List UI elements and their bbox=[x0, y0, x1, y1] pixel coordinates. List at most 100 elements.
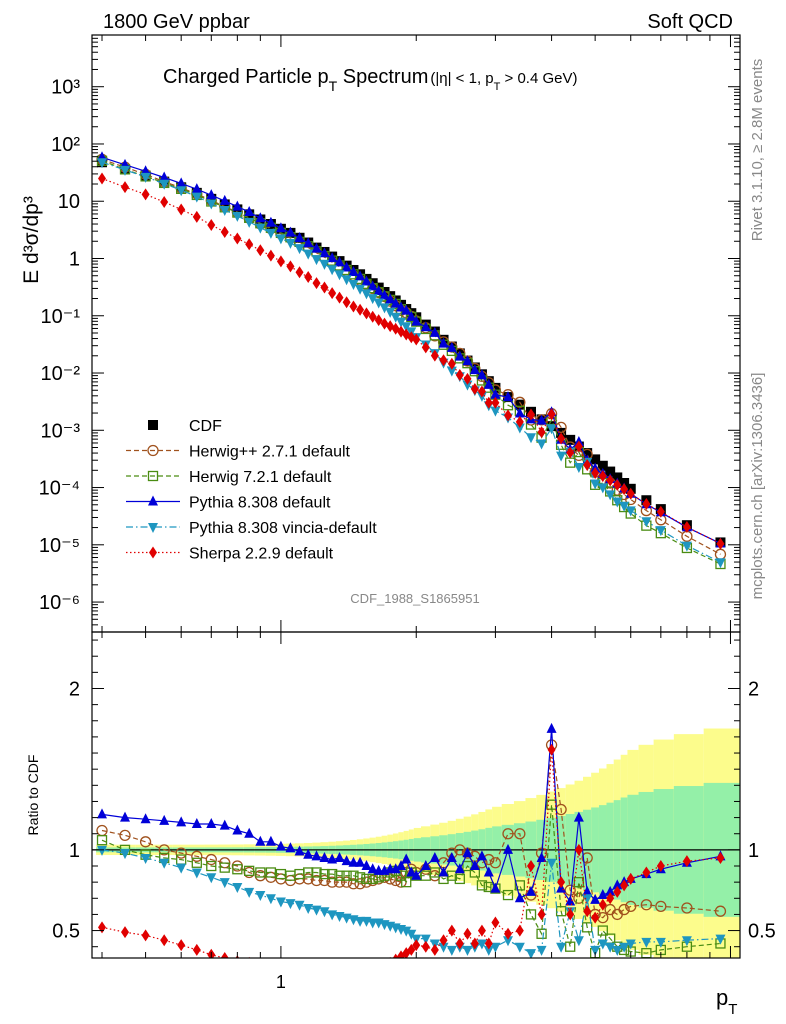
data-point bbox=[232, 200, 243, 211]
data-point bbox=[244, 205, 255, 216]
ratio-point bbox=[275, 840, 286, 851]
x-axis-label: pT bbox=[716, 985, 737, 1018]
ratio-point bbox=[564, 884, 576, 896]
lower-y-axis-label: Ratio to CDF bbox=[25, 755, 41, 836]
ratio-point bbox=[286, 963, 294, 975]
ratio-point bbox=[613, 885, 622, 898]
ratio-point bbox=[462, 945, 473, 956]
ratio-point bbox=[318, 874, 331, 887]
data-point bbox=[160, 196, 169, 209]
ratio-point bbox=[232, 864, 243, 875]
ratio-point bbox=[573, 811, 584, 822]
data-point bbox=[379, 289, 390, 300]
data-point bbox=[320, 281, 329, 294]
legend-marker bbox=[148, 495, 158, 506]
legend-entry: Herwig++ 2.7.1 default bbox=[126, 444, 351, 461]
ratio-point bbox=[681, 936, 692, 947]
y-tick-label: 1 bbox=[69, 248, 80, 270]
ratio-point bbox=[205, 853, 217, 866]
ratio-point bbox=[390, 863, 401, 874]
ratio-point bbox=[411, 869, 422, 880]
data-point bbox=[285, 226, 296, 237]
ratio-point bbox=[619, 942, 630, 953]
ratio-point bbox=[547, 743, 556, 756]
data-point bbox=[527, 408, 536, 421]
ratio-point bbox=[502, 889, 514, 901]
data-point bbox=[348, 279, 359, 290]
ratio-point bbox=[303, 848, 314, 859]
ratio-point bbox=[319, 851, 330, 862]
ratio-point bbox=[369, 963, 377, 975]
ratio-point bbox=[515, 924, 524, 937]
data-point bbox=[547, 408, 556, 421]
ratio-point bbox=[640, 899, 653, 911]
data-point bbox=[319, 247, 330, 258]
data-point bbox=[420, 321, 431, 332]
axes: 1 10³ 10² 10 1 10⁻¹ 10⁻² 10⁻³ 10⁻⁴ 10⁻⁵ 10⁻⁶ 0.5 0.5… bbox=[39, 34, 776, 992]
ratio-point bbox=[175, 847, 187, 859]
ratio-point bbox=[311, 905, 322, 916]
ratio-point bbox=[389, 956, 391, 958]
legend-entry: CDF bbox=[148, 418, 222, 435]
data-point bbox=[476, 369, 487, 380]
ratio-point bbox=[285, 899, 296, 910]
ratio-point bbox=[605, 885, 616, 896]
ratio-point bbox=[401, 926, 412, 937]
ratio-point bbox=[574, 843, 583, 856]
ratio-point bbox=[334, 870, 345, 881]
data-point bbox=[412, 333, 421, 346]
data-point bbox=[342, 296, 351, 309]
legend-label: Herwig++ 2.7.1 default bbox=[189, 444, 351, 461]
data-point bbox=[286, 260, 295, 273]
ratio-point bbox=[294, 900, 305, 911]
ratio-point bbox=[303, 867, 314, 878]
ratio-point bbox=[605, 942, 616, 953]
ratio-point bbox=[557, 876, 566, 889]
rivet-version-label: Rivet 3.1.10, ≥ 2.8M events bbox=[749, 59, 766, 242]
ratio-point bbox=[526, 949, 537, 958]
data-point bbox=[406, 310, 417, 321]
ratio-point bbox=[656, 860, 665, 873]
data-point bbox=[555, 421, 567, 433]
data-point bbox=[219, 205, 230, 216]
data-point bbox=[619, 501, 630, 512]
legend-marker bbox=[149, 546, 157, 559]
ratio-series-group bbox=[92, 722, 740, 975]
ratio-point bbox=[176, 863, 187, 874]
legend-entry: Herwig 7.2.1 default bbox=[126, 469, 332, 486]
data-point bbox=[385, 293, 396, 304]
ratio-point bbox=[612, 879, 623, 890]
data-point bbox=[455, 368, 464, 381]
data-point bbox=[390, 312, 401, 323]
ratio-point bbox=[96, 835, 108, 846]
data-point bbox=[438, 337, 449, 348]
y-tick-label: 10⁻³ bbox=[41, 420, 81, 442]
ratio-point bbox=[655, 900, 667, 913]
analysis-watermark: CDF_1988_S1865951 bbox=[350, 591, 479, 606]
x-tick-label: 1 bbox=[276, 972, 286, 992]
data-point bbox=[411, 315, 422, 326]
data-point bbox=[367, 280, 378, 291]
data-point bbox=[206, 189, 217, 200]
ratio-point bbox=[303, 903, 314, 914]
data-point bbox=[612, 472, 623, 483]
ratio-point bbox=[326, 868, 338, 880]
y-tick-label: 10⁻⁶ bbox=[39, 592, 80, 614]
upper-series-group bbox=[96, 151, 727, 570]
data-point bbox=[401, 304, 412, 315]
ratio-point bbox=[489, 857, 502, 869]
y-tick-label: 10⁻¹ bbox=[41, 306, 81, 328]
ratio-point bbox=[490, 942, 501, 953]
ratio-y-tick-label-right: 1 bbox=[748, 840, 759, 862]
ratio-point bbox=[248, 956, 250, 958]
ratio-point bbox=[341, 870, 352, 881]
ratio-point bbox=[265, 894, 276, 905]
data-point bbox=[380, 317, 389, 330]
ratio-point bbox=[597, 889, 608, 900]
data-point bbox=[656, 505, 665, 518]
ratio-point bbox=[406, 866, 417, 877]
ratio-plot-area bbox=[92, 722, 740, 975]
ratio-point bbox=[140, 813, 151, 824]
ratio-point bbox=[514, 828, 526, 840]
ratio-point bbox=[546, 858, 557, 869]
